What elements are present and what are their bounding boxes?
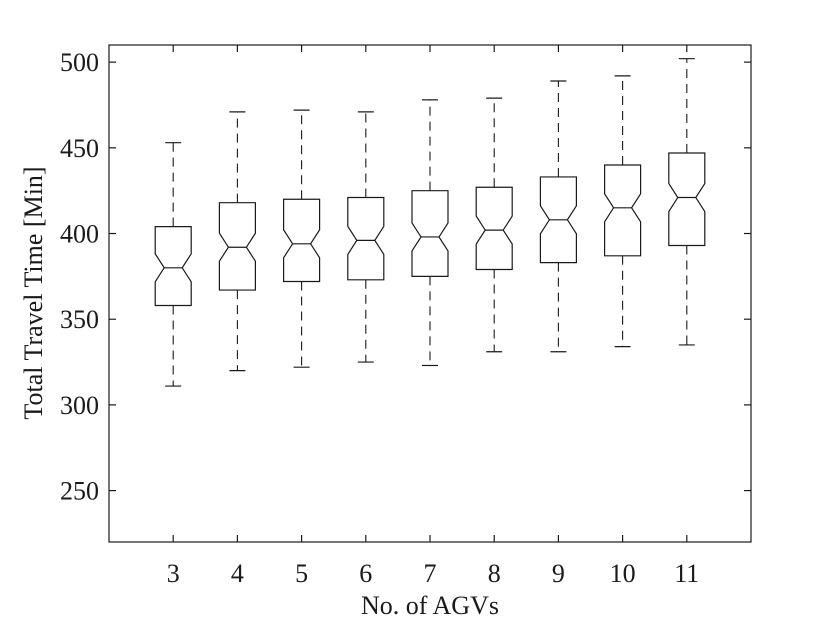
y-tick-label: 450 xyxy=(60,134,99,163)
x-tick-label: 11 xyxy=(674,559,699,588)
box-11 xyxy=(668,58,706,346)
notched-box xyxy=(218,202,256,291)
box-7 xyxy=(411,99,449,367)
x-tick-label: 3 xyxy=(167,559,180,588)
y-axis-title: Total Travel Time [Min] xyxy=(19,166,48,419)
x-tick-label: 8 xyxy=(488,559,501,588)
y-tick-label: 300 xyxy=(60,391,99,420)
x-tick-label: 4 xyxy=(231,559,244,588)
x-tick-label: 6 xyxy=(359,559,372,588)
notched-box xyxy=(668,152,706,247)
box-6 xyxy=(347,111,385,363)
x-tick-label: 10 xyxy=(610,559,636,588)
box-10 xyxy=(603,75,642,348)
notched-box xyxy=(475,186,513,271)
notched-box xyxy=(411,190,449,277)
notched-box xyxy=(603,164,642,257)
y-tick-label: 400 xyxy=(60,220,99,249)
box-5 xyxy=(283,109,321,368)
y-tick-label: 350 xyxy=(60,305,99,334)
notched-box xyxy=(283,198,321,283)
x-axis: 3 4 5 6 7 8 9 10 11 xyxy=(167,45,699,588)
notched-box xyxy=(154,226,192,307)
box-8 xyxy=(475,97,513,353)
x-tick-label: 9 xyxy=(552,559,565,588)
y-tick-label: 250 xyxy=(60,477,99,506)
y-axis: 250 300 350 400 450 500 xyxy=(60,48,751,506)
x-tick-label: 5 xyxy=(295,559,308,588)
box-4 xyxy=(218,111,256,372)
y-tick-label: 500 xyxy=(60,48,99,77)
notched-box xyxy=(347,196,385,281)
x-axis-title: No. of AGVs xyxy=(361,591,499,620)
x-tick-label: 7 xyxy=(424,559,437,588)
box-9 xyxy=(539,80,578,353)
box-series xyxy=(154,58,706,387)
box-3 xyxy=(154,142,192,387)
